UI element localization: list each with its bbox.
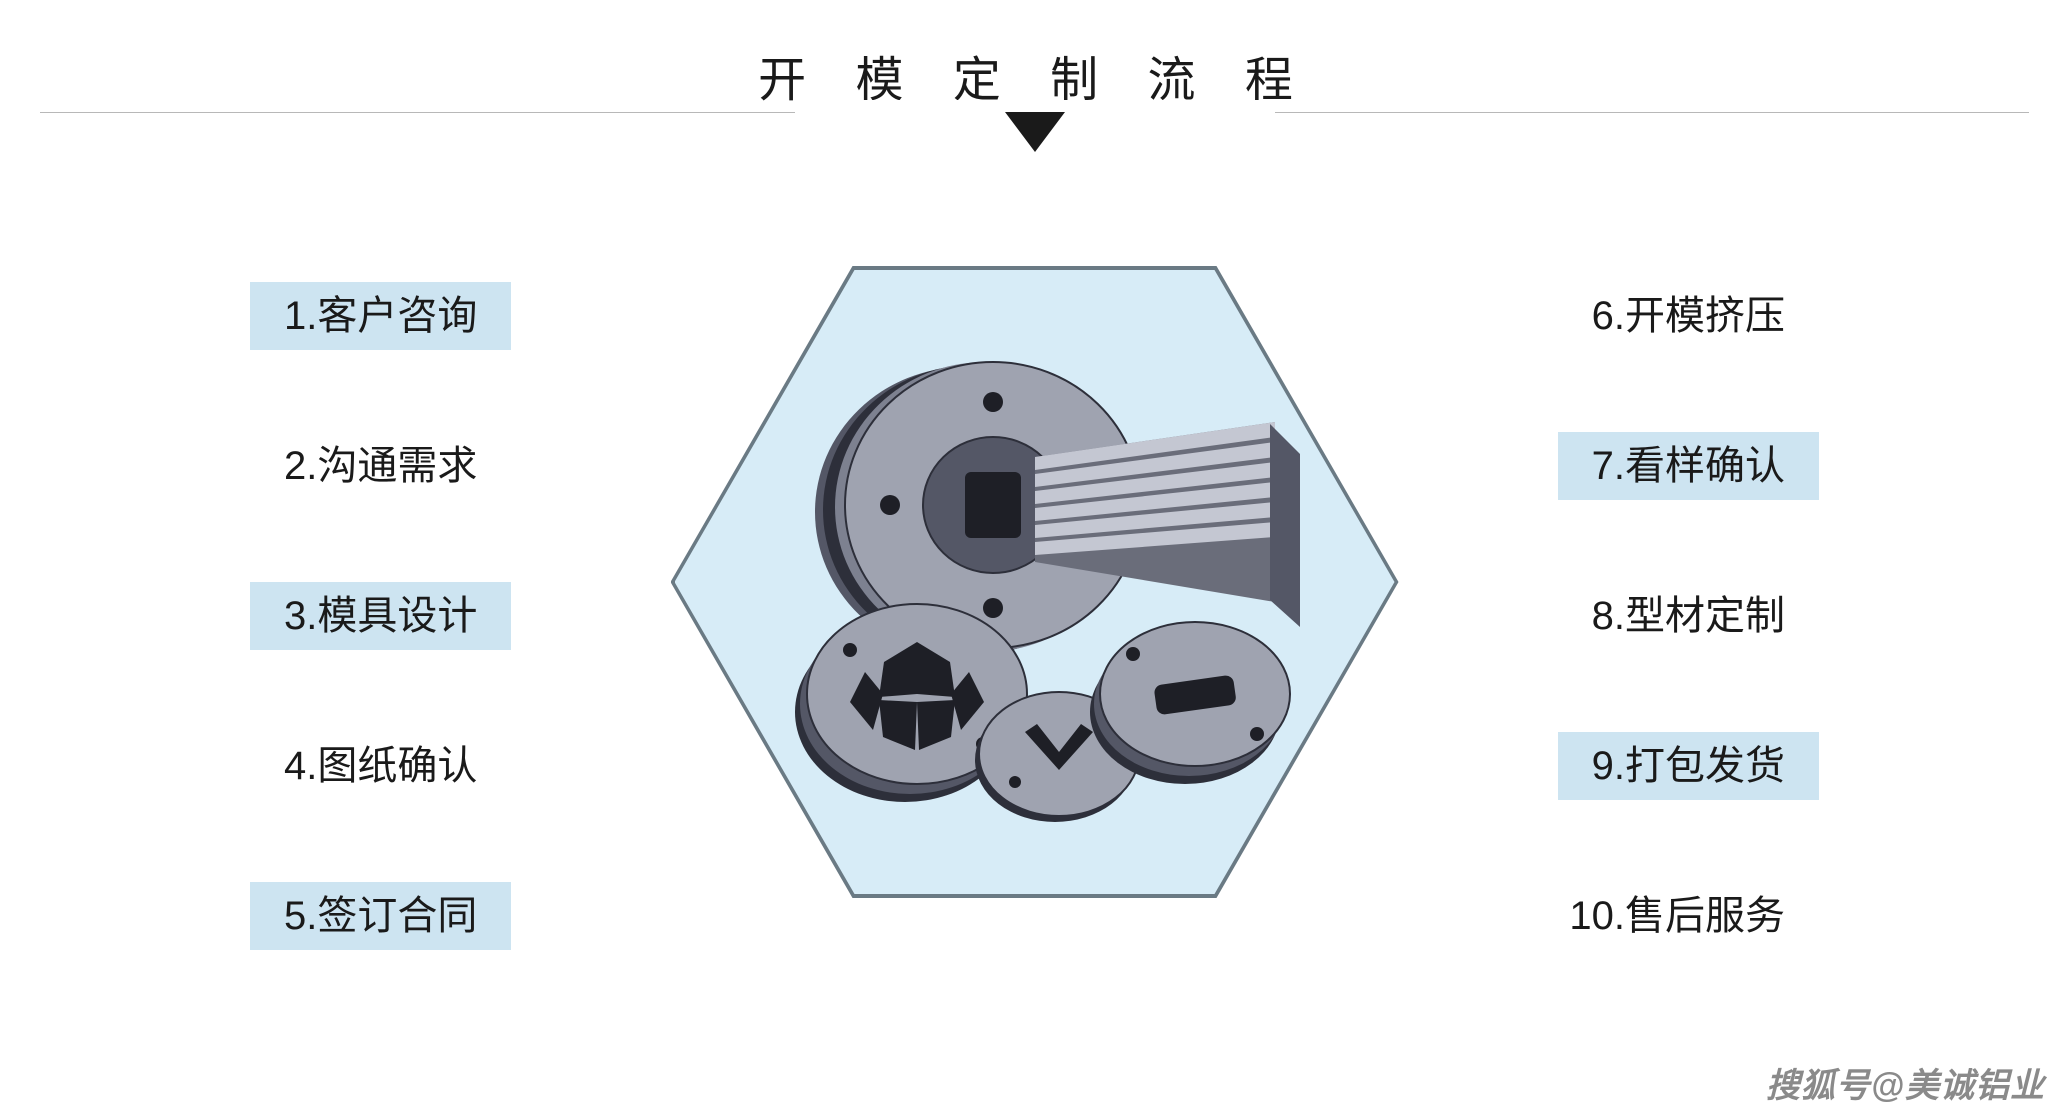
left-steps: 1.客户咨询 2.沟通需求 3.模具设计 4.图纸确认 5.签订合同 (250, 282, 511, 950)
right-steps: 6.开模挤压 7.看样确认 8.型材定制 9.打包发货 10.售后服务 (1535, 282, 1819, 950)
step-2: 2.沟通需求 (250, 432, 511, 500)
step-1: 1.客户咨询 (250, 282, 511, 350)
watermark: 搜狐号@美诚铝业 (1766, 1058, 2045, 1107)
step-3: 3.模具设计 (250, 582, 511, 650)
step-4: 4.图纸确认 (250, 732, 511, 800)
step-7: 7.看样确认 (1558, 432, 1819, 500)
hexagon (675, 270, 1395, 894)
step-6: 6.开模挤压 (1558, 282, 1819, 350)
arrow-down-icon (1005, 112, 1065, 152)
die-illustration (755, 342, 1315, 822)
step-10: 10.售后服务 (1535, 882, 1819, 950)
step-9: 9.打包发货 (1558, 732, 1819, 800)
step-8: 8.型材定制 (1558, 582, 1819, 650)
step-5: 5.签订合同 (250, 882, 511, 950)
